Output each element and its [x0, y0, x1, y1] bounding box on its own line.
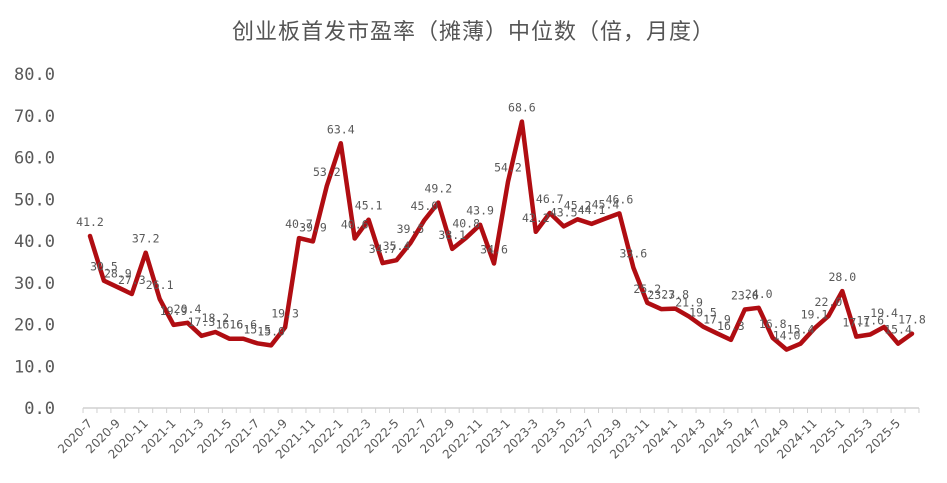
- data-label: 17.8: [898, 313, 926, 327]
- plot-area: [87, 119, 915, 352]
- data-label: 14.0: [773, 329, 801, 343]
- data-label: 19.5: [689, 306, 717, 320]
- data-label: 45.2: [564, 198, 592, 212]
- data-label: 15.4: [787, 323, 815, 337]
- data-label: 34.6: [480, 243, 508, 257]
- data-label: 35.4: [383, 239, 411, 253]
- y-tick-label: 0.0: [24, 399, 55, 419]
- data-label: 40.6: [341, 217, 369, 231]
- data-label: 30.5: [90, 260, 118, 274]
- data-label: 19.1: [801, 307, 829, 321]
- data-label: 49.2: [424, 182, 452, 196]
- data-label: 19.9: [160, 304, 188, 318]
- data-label: 54.2: [494, 161, 522, 175]
- data-label: 21.9: [675, 296, 703, 310]
- data-label: 43.9: [466, 204, 494, 218]
- data-label: 46.7: [536, 192, 564, 206]
- data-label: 63.4: [327, 122, 355, 136]
- data-label: 68.6: [508, 101, 536, 115]
- x-axis: 2020-72020-92020-112021-12021-32021-5202…: [55, 407, 920, 462]
- data-label: 46.6: [606, 192, 634, 206]
- data-label: 18.2: [202, 311, 230, 325]
- y-tick-label: 20.0: [14, 316, 55, 336]
- y-tick-label: 60.0: [14, 149, 55, 169]
- chart-title: 创业板首发市盈率（摊薄）中位数（倍，月度）: [231, 20, 715, 45]
- data-label: 33.6: [620, 247, 648, 261]
- y-tick-label: 70.0: [14, 107, 55, 127]
- data-label: 16.8: [759, 317, 787, 331]
- data-label: 17.6: [856, 314, 884, 328]
- data-label: 22.0: [815, 295, 843, 309]
- data-label: 19.4: [870, 306, 898, 320]
- data-label: 20.4: [174, 302, 202, 316]
- data-label: 40.8: [452, 217, 480, 231]
- data-label: 23.6: [731, 288, 759, 302]
- data-label: 27.3: [118, 273, 146, 287]
- y-tick-label: 30.0: [14, 274, 55, 294]
- data-label: 28.0: [828, 270, 856, 284]
- data-label: 23.8: [661, 288, 689, 302]
- data-label: 45.1: [355, 199, 383, 213]
- data-label: 26.1: [146, 278, 174, 292]
- y-axis: 0.0 10.0 20.0 30.0 40.0 50.0 60.0 70.0 80.0: [14, 65, 55, 419]
- y-tick-label: 50.0: [14, 190, 55, 210]
- data-label: 19.3: [271, 306, 299, 320]
- data-label: 25.2: [633, 282, 661, 296]
- data-label: 17.3: [188, 315, 216, 329]
- data-label: 28.9: [104, 266, 132, 280]
- data-label: 45.0: [411, 199, 439, 213]
- data-label: 44.1: [578, 203, 606, 217]
- data-label: 24.0: [745, 287, 773, 301]
- data-label: 17.1: [842, 316, 870, 330]
- data-label: 23.7: [647, 288, 675, 302]
- data-label: 16.3: [717, 319, 745, 333]
- data-label: 53.2: [313, 165, 341, 179]
- data-label: 34.7: [369, 242, 397, 256]
- data-label: 42.2: [522, 211, 550, 225]
- data-label: 38.1: [438, 228, 466, 242]
- data-label: 45.4: [592, 197, 620, 211]
- data-label: 39.5: [397, 222, 425, 236]
- data-label: 15.4: [884, 323, 912, 337]
- data-label: 37.2: [132, 232, 160, 246]
- y-tick-label: 80.0: [14, 65, 55, 85]
- data-label: 39.9: [299, 220, 327, 234]
- y-tick-label: 10.0: [14, 357, 55, 377]
- series-line: [87, 119, 915, 352]
- data-label: 40.7: [285, 217, 313, 231]
- data-label: 17.9: [703, 312, 731, 326]
- y-tick-label: 40.0: [14, 232, 55, 252]
- data-label: 16.6: [215, 318, 243, 332]
- data-label: 15.0: [257, 324, 285, 338]
- data-labels: 41.2 30.528.927.3 37.2 26.1 19.920.417.318.2…: [76, 101, 926, 343]
- data-label: 41.2: [76, 215, 104, 229]
- data-label: 16.6: [229, 318, 257, 332]
- data-label: 15.5: [243, 322, 271, 336]
- data-label: 43.5: [550, 205, 578, 219]
